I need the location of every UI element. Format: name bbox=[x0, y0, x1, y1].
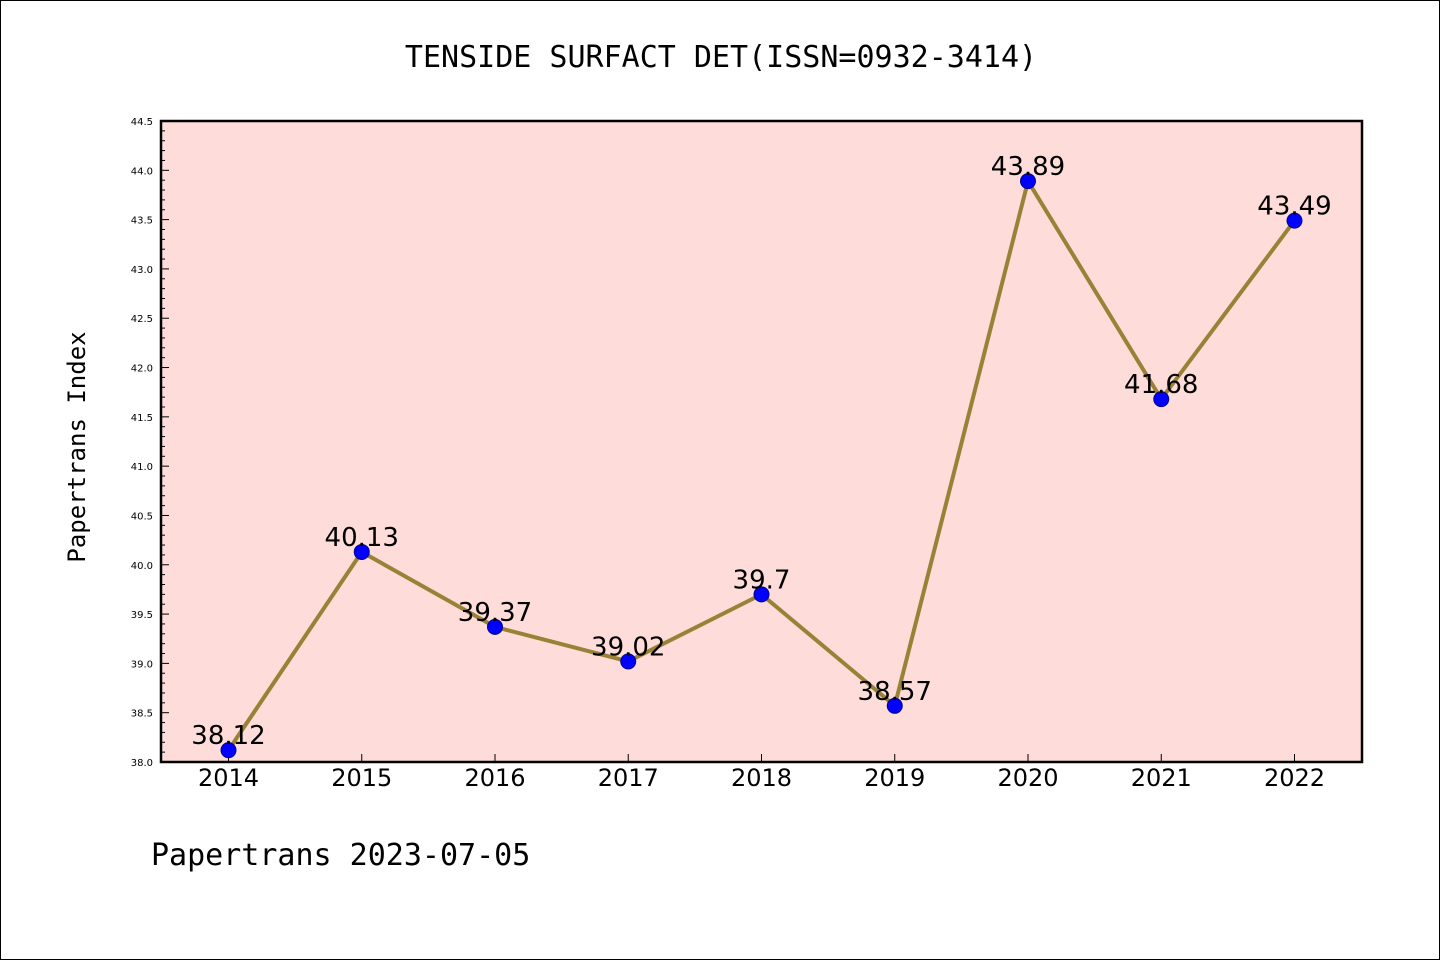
y-tick-label: 42.0 bbox=[131, 364, 153, 375]
data-point bbox=[220, 742, 237, 759]
y-tick-label: 40.5 bbox=[131, 511, 153, 522]
y-tick-label: 38.0 bbox=[131, 758, 153, 769]
x-tick-label: 2019 bbox=[864, 764, 925, 792]
y-tick-label: 43.5 bbox=[131, 216, 153, 227]
x-tick-label: 2017 bbox=[598, 764, 659, 792]
data-point bbox=[620, 653, 637, 670]
y-tick-label: 41.5 bbox=[131, 413, 153, 424]
data-point bbox=[353, 543, 370, 560]
x-tick-label: 2015 bbox=[331, 764, 392, 792]
data-label: 43.49 bbox=[1257, 192, 1331, 222]
data-label: 39.02 bbox=[591, 632, 665, 662]
y-tick-label: 38.5 bbox=[131, 709, 153, 720]
data-label: 40.13 bbox=[325, 523, 399, 553]
data-label: 38.12 bbox=[191, 721, 265, 751]
data-point bbox=[1153, 391, 1170, 408]
plot-area bbox=[161, 121, 1362, 762]
data-label: 38.57 bbox=[858, 677, 932, 707]
y-tick-label: 39.0 bbox=[131, 659, 153, 670]
data-point bbox=[1020, 173, 1036, 190]
x-tick-label: 2016 bbox=[464, 764, 525, 792]
y-tick-label: 42.5 bbox=[131, 314, 153, 325]
y-tick-label: 39.5 bbox=[131, 610, 153, 621]
x-axis: 2014 2015 2016 2017 2018 2019 2020 2021 2022 bbox=[198, 754, 1325, 792]
y-axis-label: Papertrans Index bbox=[63, 331, 91, 562]
y-tick-label: 41.0 bbox=[131, 462, 153, 473]
data-label: 39.37 bbox=[458, 598, 532, 628]
data-point bbox=[886, 697, 903, 714]
data-label: 39.7 bbox=[733, 565, 791, 595]
data-point bbox=[753, 586, 770, 603]
footer-date-label: Papertrans 2023-07-05 bbox=[151, 838, 530, 873]
x-tick-label: 2020 bbox=[997, 764, 1058, 792]
data-label: 41.68 bbox=[1124, 370, 1198, 400]
chart-title: TENSIDE SURFACT DET(ISSN=0932-3414) bbox=[405, 40, 1037, 75]
x-tick-label: 2022 bbox=[1264, 764, 1325, 792]
data-point bbox=[487, 618, 503, 635]
x-tick-label: 2018 bbox=[731, 764, 792, 792]
x-tick-label: 2021 bbox=[1131, 764, 1192, 792]
series-layer: 38.12 40.13 39.37 39.02 39.7 38.57 43.89 41.68 4… bbox=[191, 152, 1332, 759]
x-tick-label: 2014 bbox=[198, 764, 259, 792]
y-tick-label: 44.5 bbox=[131, 117, 153, 128]
y-tick-label: 40.0 bbox=[131, 561, 153, 572]
plot-border bbox=[159, 119, 1364, 764]
data-label: 43.89 bbox=[991, 152, 1065, 182]
y-tick-label: 43.0 bbox=[131, 265, 153, 276]
data-point bbox=[1286, 212, 1303, 229]
y-tick-label: 44.0 bbox=[131, 166, 153, 177]
